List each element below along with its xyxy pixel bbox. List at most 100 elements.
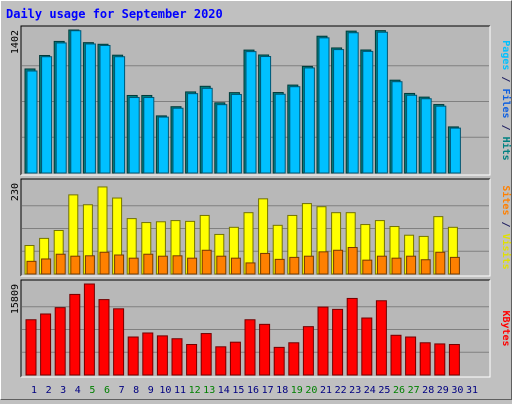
panel-edge-dark xyxy=(20,178,490,276)
bar-sites-day-24 xyxy=(362,259,373,275)
x-tick-label: 2 xyxy=(46,385,52,396)
bar-sites-day-27 xyxy=(406,255,417,275)
bar-files-day-3 xyxy=(55,42,67,174)
y-max-label: 15809 xyxy=(10,284,21,314)
bar-kbytes-day-8 xyxy=(127,336,139,376)
bar-files-day-13 xyxy=(201,87,213,174)
bar-kbytes-day-21 xyxy=(317,306,329,376)
bar-files-day-16 xyxy=(245,51,257,174)
panel-edge-dark xyxy=(20,25,490,175)
bar-sites-day-9 xyxy=(143,253,154,275)
series-legend: Pages / Files / Hits xyxy=(500,40,512,160)
bar-files-day-18 xyxy=(274,93,286,174)
bar-files-day-24 xyxy=(362,50,374,174)
bar-files-day-7 xyxy=(114,56,126,174)
x-tick-label: 27 xyxy=(408,385,420,396)
bar-sites-day-12 xyxy=(187,257,198,275)
bar-files-day-26 xyxy=(391,81,403,174)
legend-entry: KBytes xyxy=(500,310,511,346)
bar-files-day-23 xyxy=(347,32,359,174)
bar-kbytes-day-13 xyxy=(200,333,212,376)
bar-kbytes-day-23 xyxy=(346,297,358,376)
series-legend: Sites / Visits xyxy=(500,185,512,269)
x-tick-label: 29 xyxy=(437,385,449,396)
legend-entry: Hits xyxy=(500,137,512,161)
bar-kbytes-day-15 xyxy=(229,341,241,376)
panel-edge-light xyxy=(21,179,491,277)
bar-sites-day-3 xyxy=(55,253,66,275)
series-legend: KBytes xyxy=(500,310,511,346)
bar-kbytes-day-24 xyxy=(361,317,373,376)
bar-kbytes-day-4 xyxy=(69,293,81,376)
bar-kbytes-day-25 xyxy=(375,300,387,376)
bar-kbytes-day-9 xyxy=(142,332,154,376)
panel-edge-light xyxy=(21,280,491,378)
panel-sites: 230 Sites / Visits xyxy=(10,178,512,277)
x-tick-label: 13 xyxy=(203,385,215,396)
bar-files-day-12 xyxy=(187,93,199,174)
bar-sites-day-23 xyxy=(347,246,358,275)
y-max-label: 230 xyxy=(10,183,21,201)
x-tick-label: 18 xyxy=(276,385,288,396)
bar-kbytes-day-3 xyxy=(54,307,66,376)
bar-files-day-8 xyxy=(128,97,140,174)
bar-sites-day-6 xyxy=(99,251,110,275)
bar-kbytes-day-11 xyxy=(171,338,183,376)
bar-files-day-1 xyxy=(26,70,38,174)
bar-sites-day-10 xyxy=(157,255,168,275)
bar-sites-day-11 xyxy=(172,255,183,275)
bar-kbytes-day-30 xyxy=(448,343,460,376)
bar-kbytes-day-27 xyxy=(405,336,417,376)
bar-sites-day-20 xyxy=(303,255,314,275)
bar-sites-day-13 xyxy=(201,249,212,275)
x-tick-label: 21 xyxy=(320,385,332,396)
x-tick-label: 31 xyxy=(466,385,478,396)
x-tick-label: 24 xyxy=(364,385,376,396)
bar-files-day-9 xyxy=(143,97,155,174)
x-tick-label: 22 xyxy=(335,385,347,396)
x-tick-label: 9 xyxy=(148,385,154,396)
x-tick-label: 10 xyxy=(159,385,171,396)
bar-kbytes-day-6 xyxy=(98,299,110,376)
panel-edge-light xyxy=(21,26,491,176)
bar-sites-day-5 xyxy=(84,255,95,275)
bar-files-day-27 xyxy=(406,94,418,174)
x-tick-label: 16 xyxy=(247,385,259,396)
bar-files-day-10 xyxy=(157,116,169,174)
bar-kbytes-day-22 xyxy=(332,308,344,376)
bar-kbytes-day-28 xyxy=(419,342,431,376)
legend-entry: / xyxy=(500,215,511,233)
bar-files-day-28 xyxy=(420,98,432,174)
x-tick-label: 6 xyxy=(104,385,110,396)
x-tick-label: 14 xyxy=(218,385,230,396)
x-tick-label: 28 xyxy=(422,385,434,396)
bar-files-day-2 xyxy=(41,56,53,174)
y-max-label: 1402 xyxy=(10,30,21,54)
bar-files-day-14 xyxy=(216,104,228,174)
bar-kbytes-day-1 xyxy=(25,319,37,376)
x-tick-label: 25 xyxy=(378,385,390,396)
bar-kbytes-day-18 xyxy=(273,346,285,376)
x-tick-label: 20 xyxy=(305,385,317,396)
bar-files-day-20 xyxy=(303,67,315,174)
bar-files-day-4 xyxy=(70,30,82,174)
x-tick-label: 8 xyxy=(133,385,139,396)
bar-files-day-25 xyxy=(376,31,388,174)
bar-files-day-19 xyxy=(289,86,301,174)
bar-sites-day-16 xyxy=(245,262,256,275)
bar-kbytes-day-5 xyxy=(83,283,95,376)
x-tick-label: 7 xyxy=(119,385,125,396)
bar-sites-day-22 xyxy=(333,249,344,275)
bar-sites-day-30 xyxy=(449,256,460,275)
x-tick-label: 3 xyxy=(60,385,66,396)
bar-sites-day-4 xyxy=(70,255,81,275)
bar-files-day-30 xyxy=(449,127,461,174)
bar-sites-day-26 xyxy=(391,257,402,275)
bar-kbytes-day-12 xyxy=(186,343,198,376)
chart-title: Daily usage for September 2020 xyxy=(6,7,223,21)
legend-entry: Sites xyxy=(500,185,512,215)
bar-files-day-11 xyxy=(172,107,184,174)
x-tick-label: 1 xyxy=(31,385,37,396)
